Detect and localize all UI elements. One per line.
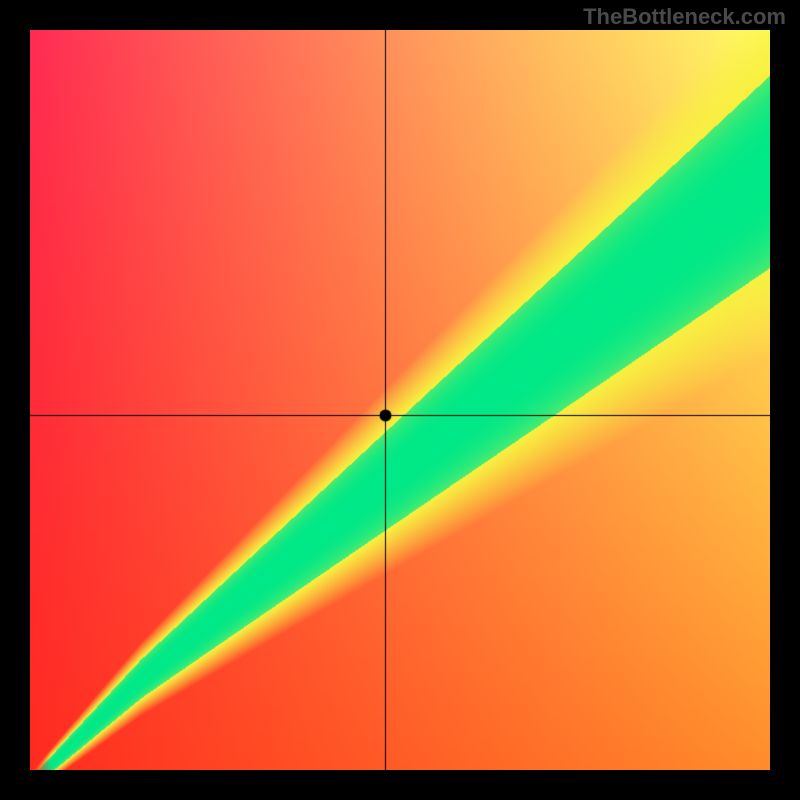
- chart-container: TheBottleneck.com: [0, 0, 800, 800]
- heatmap-canvas: [30, 30, 770, 770]
- watermark-text: TheBottleneck.com: [583, 4, 786, 30]
